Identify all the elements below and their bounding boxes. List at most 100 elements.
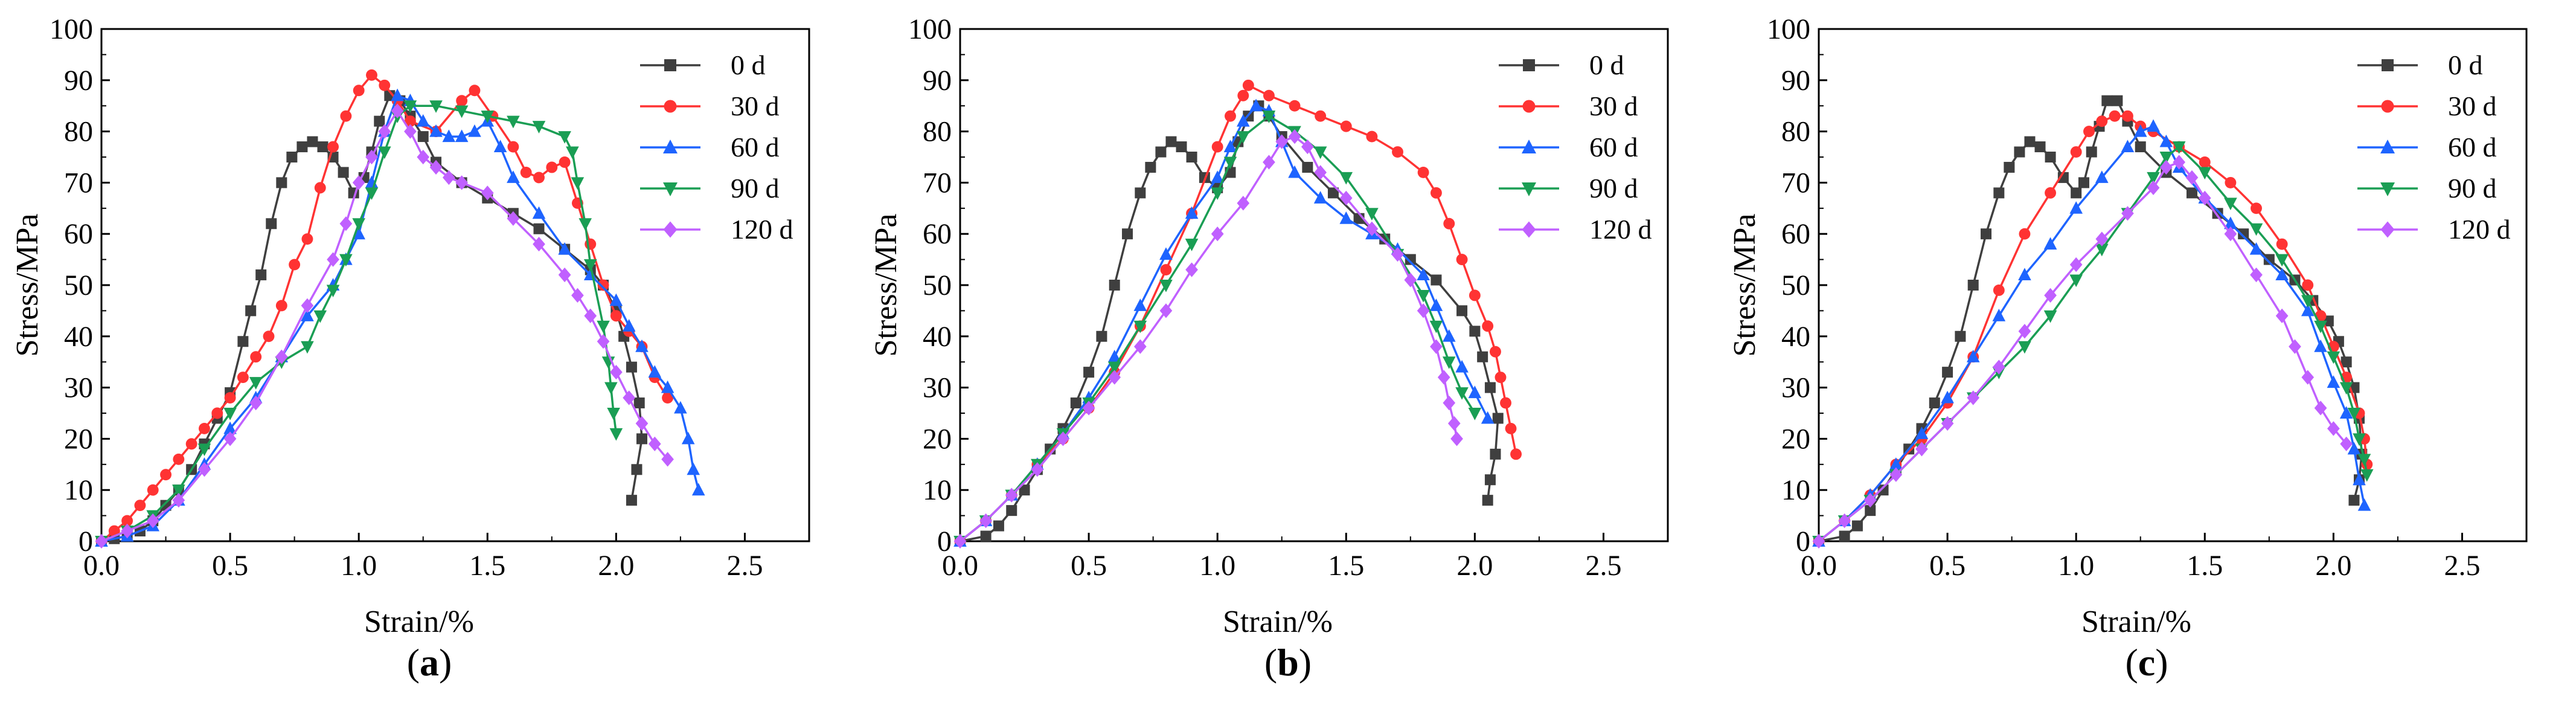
- data-point: [1505, 422, 1517, 434]
- data-point: [2069, 201, 2083, 214]
- data-point: [353, 85, 365, 97]
- data-point: [250, 351, 262, 363]
- legend-marker: [663, 221, 678, 238]
- y-tick-label: 10: [923, 474, 952, 506]
- data-point: [481, 111, 495, 123]
- data-point: [1455, 359, 1469, 373]
- data-point: [1863, 493, 1877, 508]
- series-90-d: [95, 100, 623, 548]
- data-point: [1450, 431, 1463, 446]
- data-point: [1812, 533, 1825, 549]
- data-point: [1469, 289, 1481, 301]
- data-point: [317, 141, 328, 153]
- data-point: [172, 484, 185, 497]
- data-point: [307, 136, 318, 147]
- data-point: [2339, 406, 2353, 419]
- data-point: [2043, 237, 2057, 250]
- data-point: [1477, 351, 1488, 362]
- data-point: [1160, 264, 1172, 276]
- data-point: [2341, 356, 2352, 368]
- data-point: [1967, 280, 1979, 291]
- data-point: [197, 443, 211, 457]
- data-point: [366, 69, 377, 81]
- series-line: [959, 135, 1458, 542]
- data-point: [2172, 141, 2186, 154]
- legend-entry: 0 d: [1589, 50, 1624, 80]
- data-point: [2069, 257, 2083, 272]
- data-point: [416, 114, 430, 127]
- chart-svg: 0 10 20 30 40 50 60 70 80 90 100 0.0 0.5 1.0 1.5 2.0 2.5…: [869, 13, 1669, 639]
- data-point: [223, 421, 237, 434]
- data-point: [185, 438, 197, 450]
- data-point: [199, 422, 210, 434]
- y-tick-label: 30: [64, 372, 93, 404]
- data-point: [1031, 462, 1044, 477]
- data-point: [327, 252, 339, 267]
- legend-entry: 60 d: [1589, 132, 1638, 162]
- data-point: [2159, 134, 2173, 147]
- y-tick-label: 80: [64, 116, 93, 148]
- y-tick-label: 0: [78, 526, 93, 558]
- data-point: [121, 523, 133, 539]
- data-point: [661, 380, 674, 393]
- x-tick-label: 1.5: [469, 550, 505, 582]
- data-point: [623, 390, 636, 405]
- data-point: [1108, 370, 1121, 385]
- legend-marker: [663, 182, 678, 196]
- data-point: [455, 175, 469, 190]
- data-point: [661, 452, 674, 467]
- data-point: [160, 469, 171, 481]
- data-point: [391, 88, 404, 101]
- data-point: [1456, 305, 1468, 317]
- legend-entry: 60 d: [731, 132, 780, 162]
- data-point: [339, 254, 353, 267]
- data-point: [2096, 115, 2108, 127]
- data-point: [1288, 129, 1301, 144]
- data-point: [2147, 180, 2160, 196]
- data-point: [2225, 176, 2237, 188]
- data-point: [584, 308, 597, 324]
- data-point: [2360, 469, 2374, 482]
- data-point: [1237, 131, 1250, 144]
- data-point: [121, 515, 133, 527]
- data-point: [1185, 206, 1199, 219]
- data-point: [493, 140, 507, 153]
- data-point: [313, 310, 327, 323]
- data-point: [1165, 136, 1177, 147]
- data-point: [609, 293, 623, 306]
- data-point: [2224, 198, 2237, 211]
- data-point: [993, 520, 1004, 532]
- data-point: [1955, 330, 1966, 342]
- data-point: [597, 334, 610, 349]
- data-point: [301, 298, 314, 314]
- y-tick-label: 40: [64, 321, 93, 353]
- data-point: [2301, 303, 2315, 317]
- data-point: [610, 365, 623, 380]
- x-tick-label: 1.5: [1328, 550, 1364, 582]
- y-tick-label: 40: [923, 321, 952, 353]
- legend-entry: 90 d: [2448, 173, 2497, 204]
- series-line: [1818, 115, 2368, 542]
- panel-caption: (a): [406, 641, 452, 684]
- data-point: [571, 177, 585, 190]
- data-point: [374, 115, 385, 127]
- data-point: [1301, 139, 1314, 155]
- data-point: [1495, 371, 1507, 384]
- series-line: [959, 105, 1489, 542]
- y-tick-label: 30: [1781, 372, 1810, 404]
- data-point: [583, 259, 597, 272]
- y-tick-label: 100: [908, 13, 952, 45]
- data-point: [578, 218, 592, 231]
- data-point: [2024, 136, 2036, 147]
- legend-entry: 30 d: [1589, 91, 1638, 121]
- y-tick-label: 20: [1781, 423, 1810, 455]
- data-point: [1429, 298, 1443, 311]
- y-tick-label: 90: [1781, 65, 1810, 97]
- data-point: [1082, 400, 1095, 416]
- data-point: [1851, 520, 1863, 532]
- x-tick-label: 0.5: [1929, 550, 1966, 582]
- data-point: [1889, 467, 1903, 482]
- data-point: [1392, 146, 1403, 158]
- data-point: [404, 115, 416, 127]
- data-point: [571, 288, 584, 303]
